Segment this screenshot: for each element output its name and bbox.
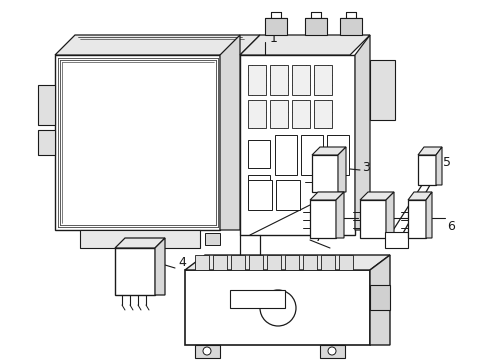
Polygon shape — [303, 255, 317, 270]
Polygon shape — [248, 175, 270, 203]
Polygon shape — [195, 255, 209, 270]
Polygon shape — [305, 18, 327, 35]
Text: 4: 4 — [178, 256, 186, 270]
Polygon shape — [115, 238, 165, 248]
Polygon shape — [360, 192, 394, 200]
Polygon shape — [408, 200, 426, 238]
Text: 3: 3 — [360, 220, 368, 233]
Polygon shape — [185, 270, 370, 345]
Polygon shape — [338, 147, 346, 192]
Polygon shape — [418, 155, 436, 185]
Text: 1: 1 — [270, 32, 278, 45]
Polygon shape — [385, 232, 408, 248]
Polygon shape — [321, 255, 335, 270]
Polygon shape — [249, 255, 263, 270]
Polygon shape — [320, 345, 345, 358]
Polygon shape — [285, 255, 299, 270]
Polygon shape — [240, 35, 370, 55]
Polygon shape — [195, 345, 220, 358]
Circle shape — [328, 347, 336, 355]
Polygon shape — [310, 200, 336, 238]
Text: 2: 2 — [410, 220, 418, 233]
Polygon shape — [386, 192, 394, 238]
Polygon shape — [185, 255, 390, 270]
Polygon shape — [370, 60, 395, 120]
Polygon shape — [205, 233, 220, 245]
Circle shape — [203, 347, 211, 355]
Polygon shape — [248, 100, 266, 128]
Polygon shape — [436, 147, 442, 185]
Text: 6: 6 — [447, 220, 455, 233]
Polygon shape — [418, 147, 442, 155]
Polygon shape — [265, 18, 287, 35]
Polygon shape — [370, 285, 390, 310]
Polygon shape — [292, 65, 310, 95]
Text: 7: 7 — [315, 230, 323, 243]
Polygon shape — [231, 255, 245, 270]
Polygon shape — [426, 192, 432, 238]
Polygon shape — [248, 65, 266, 95]
Polygon shape — [408, 192, 432, 200]
Polygon shape — [55, 55, 220, 230]
Polygon shape — [267, 255, 281, 270]
Polygon shape — [38, 130, 55, 155]
Polygon shape — [270, 65, 288, 95]
Polygon shape — [38, 85, 55, 125]
Polygon shape — [314, 65, 332, 95]
Polygon shape — [155, 238, 165, 295]
Polygon shape — [115, 248, 155, 295]
Polygon shape — [275, 135, 297, 175]
Polygon shape — [213, 255, 227, 270]
Polygon shape — [248, 180, 272, 210]
Polygon shape — [248, 140, 270, 168]
Polygon shape — [301, 135, 323, 175]
Polygon shape — [370, 255, 390, 345]
Text: 5: 5 — [443, 156, 451, 168]
Polygon shape — [327, 135, 349, 175]
Polygon shape — [270, 100, 288, 128]
Text: 3: 3 — [362, 161, 370, 174]
Polygon shape — [355, 35, 370, 230]
Polygon shape — [312, 155, 338, 192]
Circle shape — [260, 290, 296, 326]
Polygon shape — [276, 180, 300, 210]
Polygon shape — [312, 147, 346, 155]
Polygon shape — [55, 35, 260, 55]
Polygon shape — [339, 255, 353, 270]
Polygon shape — [240, 55, 355, 235]
Polygon shape — [340, 18, 362, 35]
Bar — [230, 290, 285, 308]
Polygon shape — [314, 100, 332, 128]
Polygon shape — [292, 100, 310, 128]
Polygon shape — [310, 192, 344, 200]
Polygon shape — [360, 200, 386, 238]
Polygon shape — [80, 230, 200, 248]
Polygon shape — [220, 35, 240, 230]
Polygon shape — [336, 192, 344, 238]
